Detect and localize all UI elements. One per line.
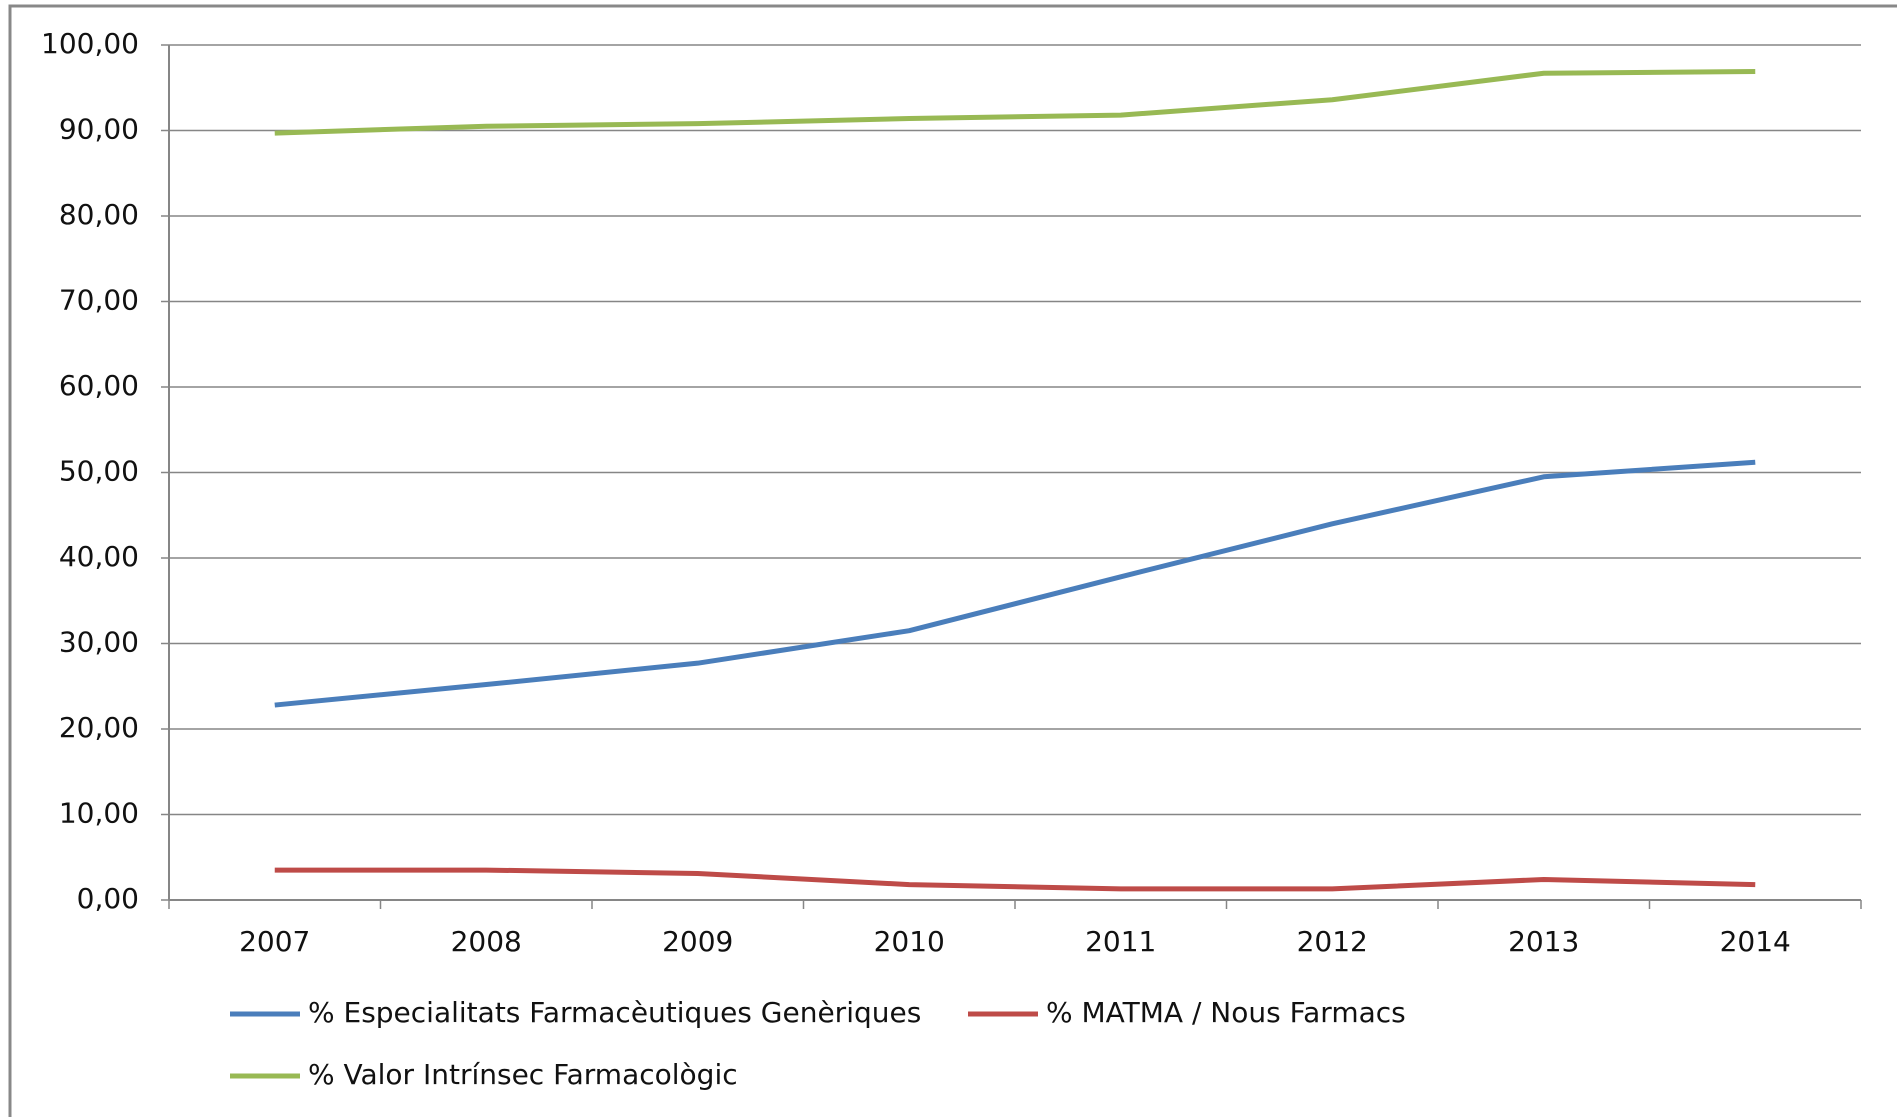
x-tick-label: 2009 <box>662 925 733 958</box>
y-tick-label: 60,00 <box>59 369 139 402</box>
y-tick-label: 90,00 <box>59 113 139 146</box>
series-line <box>274 69 1756 136</box>
y-tick-label: 10,00 <box>59 797 139 830</box>
legend-label: % Especialitats Farmacèutiques Genèrique… <box>308 996 921 1029</box>
x-tick-label: 2007 <box>239 925 310 958</box>
x-tick-label: 2011 <box>1085 925 1156 958</box>
x-tick-label: 2014 <box>1720 925 1791 958</box>
y-tick-label: 20,00 <box>59 711 139 744</box>
y-tick-label: 50,00 <box>59 455 139 488</box>
y-tick-label: 100,00 <box>41 27 139 60</box>
x-tick-label: 2013 <box>1508 925 1579 958</box>
x-tick-label: 2012 <box>1297 925 1368 958</box>
x-tick-label: 2010 <box>874 925 945 958</box>
legend-label: % MATMA / Nous Farmacs <box>1046 996 1406 1029</box>
y-tick-label: 0,00 <box>77 882 139 915</box>
y-tick-label: 80,00 <box>59 198 139 231</box>
chart-frame <box>8 4 1897 1117</box>
y-tick-label: 30,00 <box>59 626 139 659</box>
series-line <box>274 459 1756 708</box>
y-tick-label: 40,00 <box>59 540 139 573</box>
legend-label: % Valor Intrínsec Farmacològic <box>308 1058 738 1091</box>
series-line <box>274 867 1756 892</box>
x-tick-label: 2008 <box>451 925 522 958</box>
y-tick-label: 70,00 <box>59 284 139 317</box>
